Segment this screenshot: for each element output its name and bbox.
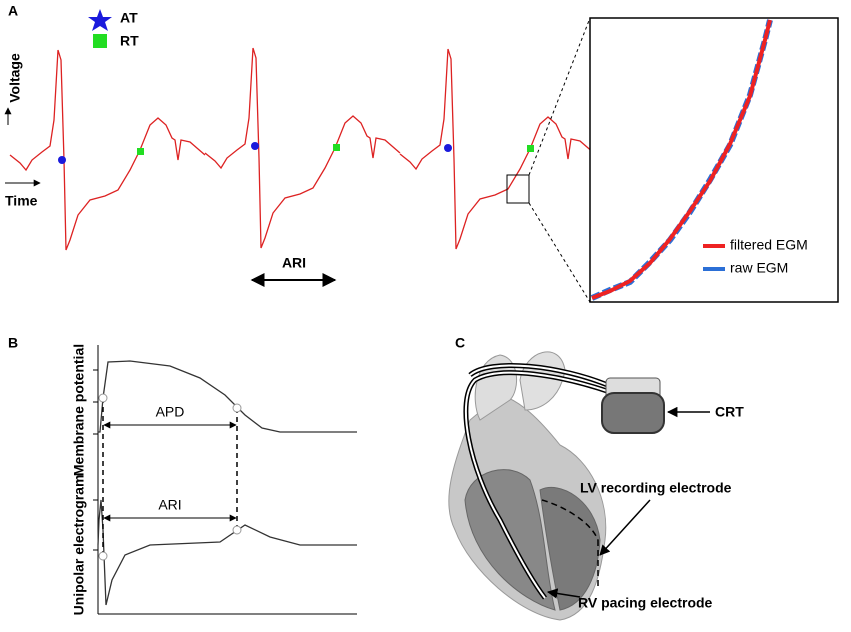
- electrode-label: RV pacing electrode: [578, 595, 713, 611]
- at-marker: [88, 9, 112, 31]
- device-label: CRT: [715, 404, 744, 420]
- inset: [589, 17, 839, 303]
- action-potential: [98, 360, 357, 433]
- x-axis-label: Time: [5, 193, 38, 209]
- legend-label: RT: [120, 33, 139, 49]
- zoom-line: [528, 202, 591, 303]
- interval-label: ARI: [282, 255, 306, 271]
- egm-trace: [9, 47, 590, 251]
- rt-points: [137, 144, 534, 155]
- electrode-label: LV recording electrode: [580, 480, 732, 496]
- arrow: [546, 588, 581, 599]
- leads: [463, 362, 611, 600]
- axis-label: Membrane potential: [71, 344, 87, 476]
- circles: [98, 393, 242, 561]
- axis-label: Unipolar electrogram: [71, 475, 87, 616]
- zoom-line: [528, 17, 591, 176]
- legend-label: filtered EGM: [730, 237, 808, 253]
- ticks: [93, 369, 98, 551]
- zoom-box: [506, 174, 530, 204]
- rt-marker: [93, 34, 107, 48]
- panel-label: A: [8, 3, 18, 19]
- panel-label: B: [8, 335, 18, 351]
- panel-label: C: [455, 335, 465, 351]
- crt-device: [601, 392, 665, 434]
- at-points: [58, 142, 452, 164]
- electrogram: [97, 499, 357, 606]
- filtered-egm: [591, 19, 772, 300]
- interval-label: ARI: [158, 497, 181, 513]
- arrow: [599, 499, 651, 556]
- y-axis-label: Voltage: [7, 53, 23, 103]
- legend-label: AT: [120, 10, 138, 26]
- legend-label: raw EGM: [730, 260, 788, 276]
- interval-label: APD: [156, 404, 185, 420]
